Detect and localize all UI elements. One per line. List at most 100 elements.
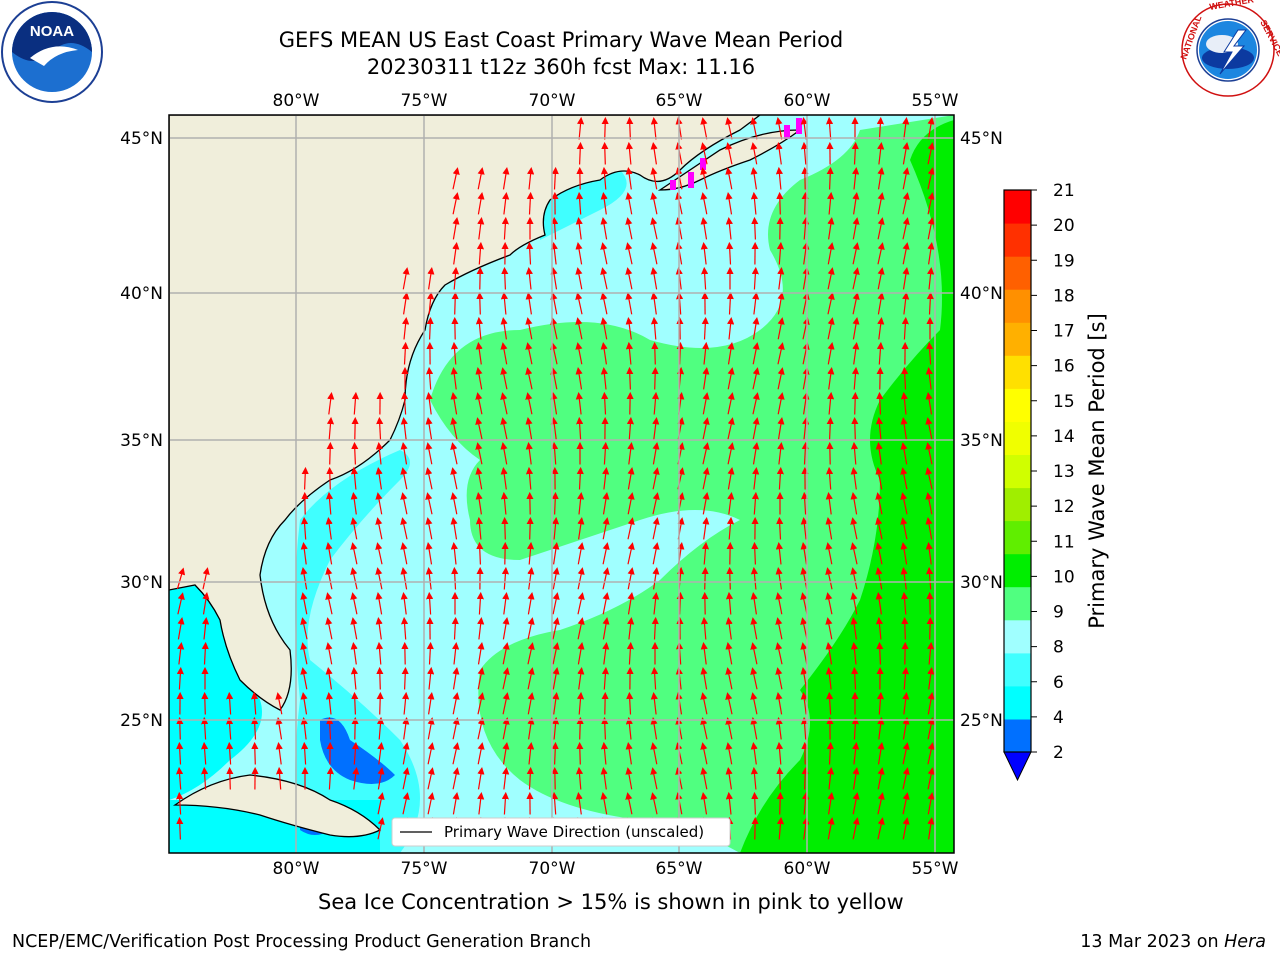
wave-arrow bbox=[902, 767, 910, 790]
wave-arrow bbox=[825, 492, 833, 515]
wave-arrow bbox=[350, 542, 358, 565]
wave-arrow bbox=[902, 192, 910, 215]
wave-arrow bbox=[502, 167, 510, 190]
wave-arrow bbox=[925, 517, 933, 540]
wave-arrow bbox=[500, 467, 508, 490]
wave-arrow bbox=[652, 567, 660, 590]
wave-arrow bbox=[552, 542, 560, 565]
wave-arrow bbox=[402, 292, 410, 315]
colorbar-tick-label: 20 bbox=[1053, 216, 1075, 236]
wave-arrow bbox=[627, 567, 635, 590]
svg-text:WEATHER: WEATHER bbox=[1209, 0, 1255, 12]
wave-arrow bbox=[626, 116, 634, 140]
wave-arrow bbox=[876, 691, 885, 715]
lat-tick-label: 40°N bbox=[960, 284, 1003, 304]
wave-arrow bbox=[852, 767, 860, 790]
colorbar-segment bbox=[1004, 586, 1031, 621]
wave-arrow bbox=[477, 767, 485, 790]
wave-arrow bbox=[776, 791, 784, 815]
wave-arrow bbox=[376, 666, 384, 690]
lat-tick-label: 25°N bbox=[960, 711, 1003, 731]
wave-arrow bbox=[500, 491, 509, 515]
wave-arrow bbox=[700, 642, 708, 665]
wave-arrow bbox=[752, 367, 760, 390]
wave-arrow bbox=[477, 742, 485, 765]
wave-arrow bbox=[350, 592, 358, 615]
period-region-2-4-bahamas bbox=[210, 717, 395, 835]
wave-arrow bbox=[402, 742, 410, 765]
wave-arrow bbox=[926, 616, 934, 640]
wave-arrow bbox=[725, 192, 733, 215]
wave-arrow bbox=[401, 391, 409, 415]
wave-arrow bbox=[877, 717, 885, 740]
wave-arrow bbox=[325, 592, 333, 615]
wave-arrow bbox=[452, 792, 460, 815]
wave-arrow bbox=[700, 667, 708, 690]
wave-arrow bbox=[727, 317, 735, 340]
wave-arrow bbox=[375, 592, 383, 615]
wave-arrow bbox=[400, 442, 408, 465]
wave-arrow bbox=[650, 316, 659, 340]
wave-arrow bbox=[651, 666, 659, 690]
wave-arrow bbox=[650, 142, 658, 165]
wave-arrow bbox=[450, 392, 458, 415]
period-region-10-11 bbox=[740, 120, 954, 853]
wave-arrow bbox=[850, 492, 858, 515]
wave-arrow bbox=[402, 767, 410, 790]
wave-arrow bbox=[900, 542, 908, 565]
wave-arrow bbox=[375, 567, 383, 590]
wave-arrow bbox=[727, 342, 735, 365]
wave-arrow bbox=[902, 292, 910, 315]
wave-arrow bbox=[325, 617, 333, 640]
footer-date-text: 13 Mar 2023 on bbox=[1080, 932, 1219, 952]
wave-arrow bbox=[477, 192, 485, 215]
wave-arrow bbox=[851, 416, 859, 440]
wave-arrow bbox=[451, 266, 460, 290]
wave-arrow bbox=[750, 191, 759, 215]
lat-tick-label: 35°N bbox=[960, 431, 1003, 451]
wave-arrow bbox=[425, 567, 433, 590]
wave-arrow bbox=[500, 392, 508, 415]
wave-arrow bbox=[902, 817, 910, 840]
wave-arrow bbox=[726, 566, 734, 590]
wave-arrow bbox=[275, 717, 283, 740]
wave-arrow bbox=[527, 717, 535, 740]
wave-arrow bbox=[750, 617, 758, 640]
wave-arrow bbox=[825, 517, 833, 540]
wave-arrow bbox=[400, 592, 408, 615]
wave-arrow bbox=[702, 467, 710, 490]
wave-arrow bbox=[926, 341, 934, 365]
wave-arrow bbox=[701, 266, 709, 290]
wave-arrow bbox=[627, 442, 635, 465]
lon-tick-label: 65°W bbox=[656, 859, 703, 879]
wave-arrow bbox=[800, 642, 808, 665]
lon-tick-label: 55°W bbox=[912, 859, 959, 879]
wave-arrow bbox=[750, 642, 758, 665]
wave-arrow bbox=[201, 691, 209, 715]
colorbar-tick-label: 18 bbox=[1053, 286, 1075, 306]
wave-arrow bbox=[827, 217, 835, 240]
wave-arrow bbox=[727, 367, 735, 390]
map-frame bbox=[168, 114, 955, 854]
wave-arrow bbox=[801, 441, 809, 465]
wave-arrow bbox=[800, 141, 809, 165]
wave-arrow bbox=[900, 591, 909, 615]
wave-arrow bbox=[552, 667, 560, 690]
wave-arrow bbox=[875, 567, 883, 590]
lon-tick-label: 75°W bbox=[401, 859, 448, 879]
wave-arrow bbox=[426, 291, 435, 315]
wave-arrow bbox=[851, 666, 859, 690]
wave-arrow bbox=[777, 342, 785, 365]
wave-arrow bbox=[475, 392, 483, 415]
wave-arrow bbox=[625, 192, 633, 215]
wave-arrow bbox=[326, 766, 334, 790]
wave-arrow bbox=[775, 667, 783, 690]
lat-tick-label: 30°N bbox=[120, 573, 163, 593]
wave-arrow bbox=[776, 766, 784, 790]
wave-arrow bbox=[500, 367, 508, 390]
wave-arrow bbox=[877, 242, 885, 265]
wave-arrow bbox=[176, 741, 184, 765]
wave-arrow bbox=[925, 566, 934, 590]
wave-arrow bbox=[702, 517, 710, 540]
wave-arrow bbox=[525, 417, 533, 440]
